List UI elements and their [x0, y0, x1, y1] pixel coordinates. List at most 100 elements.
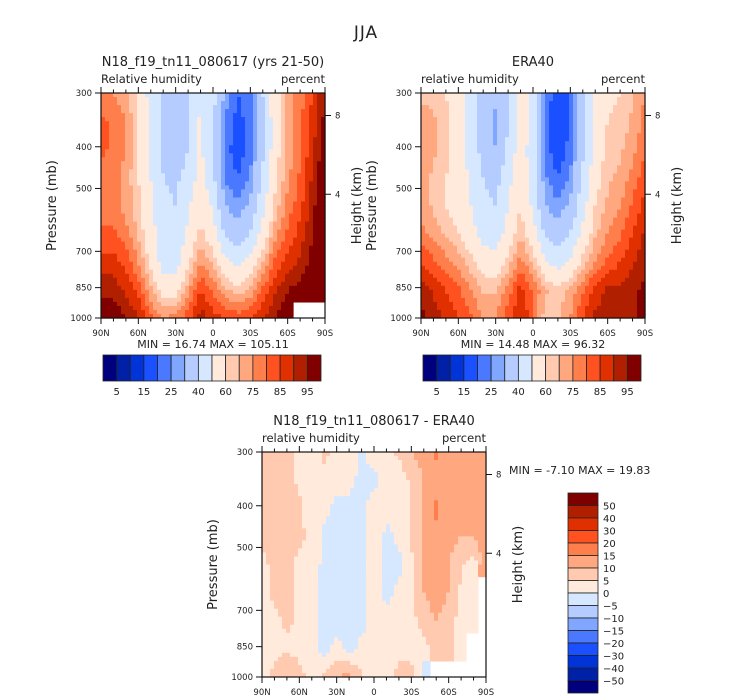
contour-cell [141, 313, 146, 319]
contour-cell [581, 113, 586, 118]
contour-cell [585, 173, 590, 178]
contour-cell [609, 113, 614, 118]
contour-cell [421, 129, 426, 134]
contour-cell [157, 153, 162, 158]
contour-cell [265, 133, 270, 138]
contour-cell [221, 185, 226, 191]
contour-cell [109, 165, 114, 170]
contour-cell [597, 217, 602, 223]
contour-cell [145, 205, 150, 211]
contour-cell [277, 277, 282, 283]
contour-cell [621, 157, 626, 162]
contour-cell [473, 209, 478, 215]
x-tick-label: 30S [242, 329, 258, 339]
contour-cell [177, 193, 182, 199]
contour-cell [285, 313, 290, 319]
contour-cell [461, 201, 466, 207]
contour-cell [225, 165, 230, 170]
contour-cell [217, 125, 222, 130]
contour-cell [125, 141, 130, 146]
contour-cell [605, 93, 610, 98]
contour-cell [301, 153, 306, 158]
contour-cell [545, 137, 550, 142]
contour-cell [605, 137, 610, 142]
contour-cell [497, 205, 502, 211]
contour-cell [169, 205, 174, 211]
contour-cell [481, 181, 486, 187]
contour-cell [185, 229, 190, 235]
contour-cell [301, 201, 306, 207]
contour-cell [629, 145, 634, 150]
contour-cell [261, 137, 266, 142]
contour-cell [169, 281, 174, 287]
contour-cell [489, 121, 494, 126]
contour-cell [105, 305, 110, 311]
contour-cell [617, 125, 622, 130]
contour-cell [241, 201, 246, 207]
contour-cell [289, 101, 294, 106]
contour-cell [453, 201, 458, 207]
contour-cell [229, 177, 234, 182]
contour-cell [573, 161, 578, 166]
contour-cell [237, 293, 242, 299]
contour-cell [437, 205, 442, 211]
contour-cell [125, 213, 130, 219]
contour-cell [601, 157, 606, 162]
contour-cell [257, 141, 262, 146]
contour-cell [129, 285, 134, 291]
contour-cell [149, 109, 154, 114]
contour-cell [289, 193, 294, 199]
contour-cell [145, 193, 150, 199]
contour-cell [421, 137, 426, 142]
contour-cell [529, 201, 534, 207]
contour-cell [189, 261, 194, 267]
contour-cell [477, 121, 482, 126]
contour-cell [453, 217, 458, 223]
contour-cell [605, 113, 610, 118]
contour-cell [321, 265, 326, 271]
contour-cell [137, 93, 142, 98]
contour-cell [625, 165, 630, 170]
contour-cell [237, 121, 242, 126]
contour-cell [277, 93, 282, 98]
contour-cell [545, 205, 550, 211]
contour-cell [237, 249, 242, 255]
contour-cell [485, 121, 490, 126]
contour-cell [521, 101, 526, 106]
contour-cell [125, 297, 130, 303]
contour-cell [301, 257, 306, 263]
contour-cell [437, 133, 442, 138]
contour-cell [221, 181, 226, 187]
contour-cell [321, 225, 326, 231]
contour-cell [305, 285, 310, 291]
contour-cell [633, 145, 638, 150]
contour-cell [433, 217, 438, 223]
contour-cell [125, 273, 130, 279]
contour-cell [537, 177, 542, 182]
contour-cell [249, 273, 254, 279]
contour-cell [141, 157, 146, 162]
contour-cell [593, 177, 598, 182]
contour-cell [465, 97, 470, 102]
contour-cell [193, 201, 198, 207]
contour-cell [449, 153, 454, 158]
contour-cell [301, 237, 306, 243]
contour-cell [105, 269, 110, 275]
contour-cell [301, 181, 306, 187]
contour-cell [173, 209, 178, 215]
contour-cell [145, 253, 150, 259]
contour-cell [201, 125, 206, 130]
contour-cell [233, 125, 238, 130]
contour-cell [149, 273, 154, 279]
contour-cell [245, 237, 250, 243]
contour-cell [177, 241, 182, 247]
contour-cell [277, 217, 282, 223]
contour-cell [285, 165, 290, 170]
contour-cell [121, 161, 126, 166]
contour-cell [453, 181, 458, 187]
contour-cell [469, 189, 474, 195]
contour-cell [273, 241, 278, 247]
contour-cell [265, 253, 270, 259]
contour-cell [221, 285, 226, 291]
contour-cell [593, 157, 598, 162]
